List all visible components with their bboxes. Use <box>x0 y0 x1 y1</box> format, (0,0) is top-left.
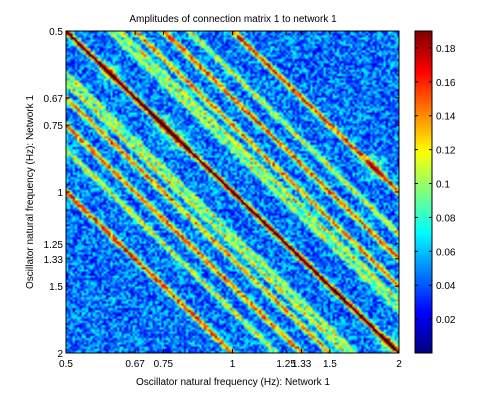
y-tick-label: 1 <box>57 188 63 199</box>
x-tick-label: 1.25 <box>276 359 296 370</box>
colorbar-tick-label: 0.18 <box>436 44 456 55</box>
colorbar-tick-label: 0.1 <box>436 180 450 191</box>
colorbar-tick-label: 0.02 <box>436 315 456 326</box>
y-tick-label: 0.5 <box>49 27 63 38</box>
y-axis-label: Oscillator natural frequency (Hz): Netwo… <box>25 95 36 289</box>
x-tick-label: 1 <box>230 359 236 370</box>
x-tick-label: 2 <box>396 359 402 370</box>
y-tick-label: 1.5 <box>49 282 63 293</box>
y-tick-label: 0.75 <box>44 121 64 132</box>
x-axis-label: Oscillator natural frequency (Hz): Netwo… <box>136 377 330 388</box>
x-tick-label: 1.33 <box>292 359 312 370</box>
y-tick-label: 2 <box>57 349 63 360</box>
x-tick-label: 0.75 <box>154 359 174 370</box>
x-tick-label: 0.67 <box>125 359 145 370</box>
y-tick-label: 0.67 <box>44 94 64 105</box>
colorbar-frame <box>414 30 433 354</box>
plot-area: 0.5 0.67 0.75 1 1.251.33 1.5 2 0.50.670.7511.2… <box>44 27 403 370</box>
chart-title: Amplitudes of connection matrix 1 to net… <box>129 14 337 25</box>
colorbar-tick-label: 0.14 <box>436 112 456 123</box>
x-axis-ticks: 0.5 0.67 0.75 1 1.251.33 1.5 2 <box>59 31 402 370</box>
y-tick-label: 1.33 <box>44 255 64 266</box>
y-axis-ticks: 0.5 0.67 0.75 1 1.25 1.33 1.5 2 <box>44 27 399 360</box>
colorbar-tick-label: 0.04 <box>436 281 456 292</box>
y-tick-label: 1.25 <box>44 240 64 251</box>
colorbar-tick-label: 0.12 <box>436 146 456 157</box>
colorbar-tick-label: 0.06 <box>436 247 456 258</box>
x-tick-label: 1.5 <box>323 359 337 370</box>
colorbar-gradient <box>415 31 432 353</box>
colorbar-ticks: 0.02 0.04 0.06 0.08 0.1 0.12 0.14 0.16 0.18 <box>415 44 456 326</box>
x-tick-label: 0.5 <box>59 359 73 370</box>
colorbar-tick-label: 0.08 <box>436 213 456 224</box>
diagonal-line <box>65 30 400 354</box>
colorbar: 0.02 0.04 0.06 0.08 0.1 0.12 0.14 0.16 0.18 <box>414 30 456 354</box>
colorbar-tick-label: 0.16 <box>436 78 456 89</box>
